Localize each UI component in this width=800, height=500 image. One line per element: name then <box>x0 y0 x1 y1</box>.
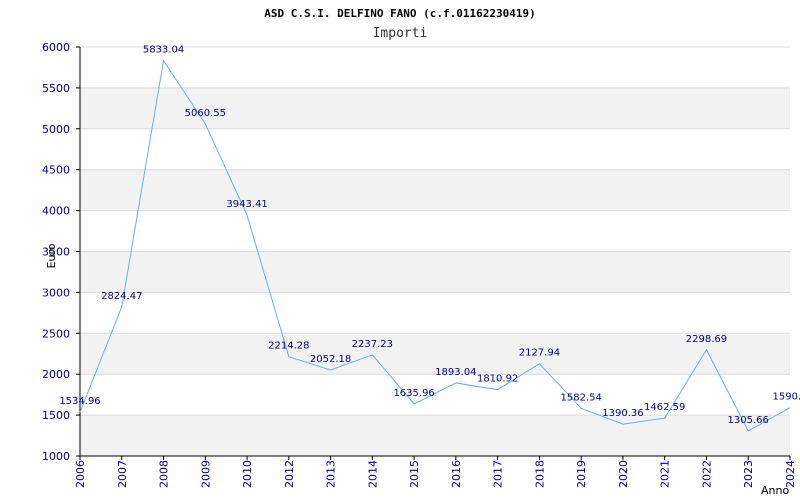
data-label: 1390.36 <box>602 408 643 419</box>
data-label: 1305.66 <box>728 415 769 426</box>
y-tick-label: 1000 <box>42 450 70 463</box>
chart-title: ASD C.S.I. DELFINO FANO (c.f.01162230419… <box>264 7 536 20</box>
data-label: 3943.41 <box>226 199 267 210</box>
data-label: 1534.96 <box>59 396 100 407</box>
y-tick-labels: 1000 1500 2000 2500 3000 3500 4000 4500 5000 5500… <box>42 41 80 463</box>
x-tick-label: 2008 <box>158 460 171 488</box>
x-tick-label: 2009 <box>199 460 212 488</box>
data-label: 2052.18 <box>310 354 351 365</box>
x-tick-label: 2023 <box>742 460 755 488</box>
data-label: 2298.69 <box>686 334 727 345</box>
x-tick-label: 2012 <box>283 460 296 488</box>
x-tick-labels: 2006 2007 2008 2009 2010 2012 2013 2014 2015 2016… <box>74 456 797 488</box>
x-tick-label: 2021 <box>659 460 672 488</box>
data-label: 5833.04 <box>143 45 184 56</box>
x-tick-label: 2019 <box>575 460 588 488</box>
plot-band <box>80 292 790 334</box>
x-tick-label: 2014 <box>366 460 379 488</box>
y-tick-label: 5500 <box>42 82 70 95</box>
y-tick-label: 2000 <box>42 368 70 381</box>
x-tick-label: 2010 <box>241 460 254 488</box>
plot-band <box>80 415 790 456</box>
x-tick-label: 2013 <box>325 460 338 488</box>
data-labels: 1534.96 2824.47 5833.04 5060.55 3943.41 2214.… <box>59 45 800 426</box>
series-line <box>79 59 791 432</box>
x-axis-title: Anno <box>761 484 789 497</box>
y-tick-label: 2500 <box>42 327 70 340</box>
plot-band <box>80 210 790 252</box>
y-tick-label: 3500 <box>42 246 70 259</box>
x-tick-label: 2015 <box>408 460 421 488</box>
plot-band <box>80 47 790 88</box>
data-label: 2237.23 <box>352 339 393 350</box>
data-label: 2824.47 <box>101 291 142 302</box>
data-label: 1893.04 <box>435 367 476 378</box>
y-tick-label: 4000 <box>42 205 70 218</box>
x-tick-label: 2016 <box>450 460 463 488</box>
plot-band <box>80 333 790 375</box>
data-label: 1590.2 <box>773 392 800 403</box>
x-tick-label: 2022 <box>700 460 713 488</box>
plot-band <box>80 169 790 211</box>
x-tick-label: 2007 <box>116 460 129 488</box>
data-label: 2214.28 <box>268 341 309 352</box>
chart-subtitle: Importi <box>373 26 428 41</box>
x-tick-label: 2006 <box>74 460 87 488</box>
x-tick-label: 2020 <box>617 460 630 488</box>
x-tick-label: 2017 <box>492 460 505 488</box>
y-tick-label: 1500 <box>42 409 70 422</box>
x-tick-label: 2018 <box>533 460 546 488</box>
y-tick-label: 6000 <box>42 41 70 54</box>
data-label: 2127.94 <box>519 348 560 359</box>
y-axis-title: Euro <box>45 243 58 268</box>
data-label: 5060.55 <box>185 108 226 119</box>
data-label: 1810.92 <box>477 374 518 385</box>
plot-band <box>80 374 790 416</box>
y-tick-label: 5000 <box>42 123 70 136</box>
x-tick-label: 2024 <box>784 460 797 488</box>
data-label: 1635.96 <box>393 388 434 399</box>
y-tick-label: 3000 <box>42 286 70 299</box>
y-tick-label: 4500 <box>42 164 70 177</box>
data-label: 1462.59 <box>644 402 685 413</box>
plot-band <box>80 251 790 293</box>
data-label: 1582.54 <box>560 392 601 403</box>
plot-band <box>80 87 790 129</box>
plot-band <box>80 128 790 170</box>
plot-bands <box>80 47 790 456</box>
